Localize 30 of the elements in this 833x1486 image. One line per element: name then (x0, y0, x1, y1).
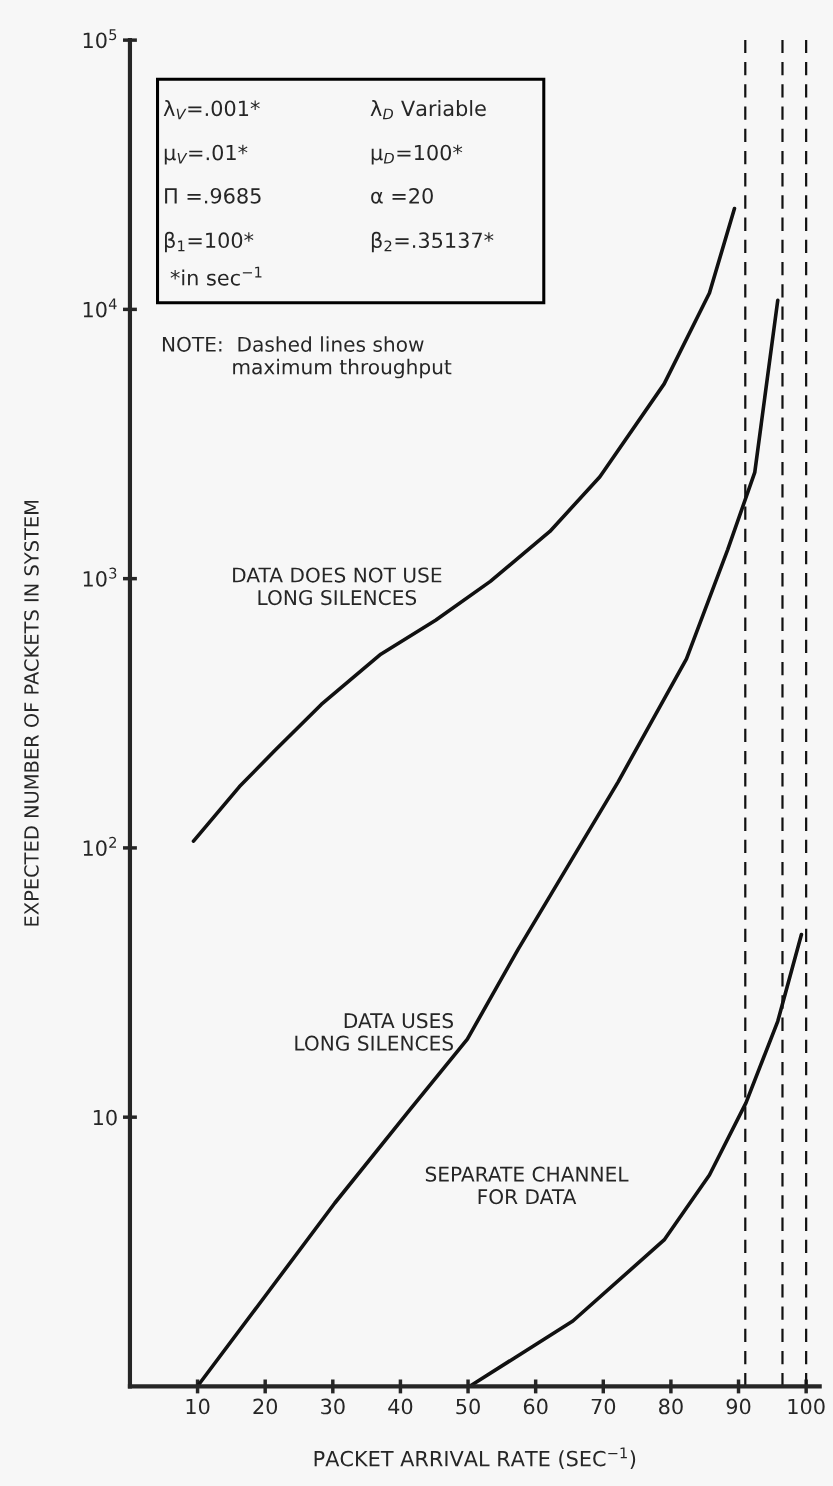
annotation: μ$_{D}$=100* (371, 144, 463, 165)
x-tick-label: 100 (788, 1398, 825, 1415)
y-tick-label: 10$^{4}$ (83, 298, 117, 318)
x-tick-label: 10 (186, 1398, 210, 1415)
x-tick-label: 30 (321, 1398, 345, 1415)
x-tick-label: 50 (456, 1398, 480, 1415)
x-tick-label: 20 (253, 1398, 278, 1415)
y-tick-label: 10$^{3}$ (83, 567, 117, 587)
annotation: μ$_{V}$=.01* (164, 144, 248, 165)
x-axis-title: PACKET ARRIVAL RATE (SEC$^{−1}$) (314, 1447, 636, 1469)
annotation: λ$_{V}$=.001* (163, 100, 260, 120)
y-tick-label: 10 (93, 1109, 117, 1126)
y-tick-label: 10$^{5}$ (83, 29, 117, 49)
annotation: Π =.9685 (165, 187, 261, 204)
annotation: α =20 (371, 187, 433, 204)
annotation: DATA DOES NOT USE LONG SILENCES (233, 567, 442, 606)
y-axis-title: EXPECTED NUMBER OF PACKETS IN SYSTEM (24, 500, 39, 926)
x-tick-label: 60 (523, 1398, 548, 1415)
annotation: λ$_{D}$ Variable (370, 100, 486, 120)
annotation: *in sec$^{−1}$ (170, 266, 262, 286)
annotation: DATA USES LONG SILENCES (295, 1013, 453, 1051)
x-tick-label: 80 (659, 1398, 683, 1415)
x-tick-label: 90 (726, 1398, 751, 1415)
x-tick-label: 40 (388, 1398, 413, 1415)
annotation: β$_{1}$=100* (165, 231, 254, 253)
x-tick-label: 70 (591, 1398, 616, 1415)
annotation: NOTE: Dashed lines show maximum throughput (162, 336, 452, 379)
annotation: β$_{2}$=.35137* (371, 231, 494, 253)
y-tick-label: 10$^{2}$ (83, 836, 116, 856)
annotation: SEPARATE CHANNEL FOR DATA (425, 1166, 629, 1205)
